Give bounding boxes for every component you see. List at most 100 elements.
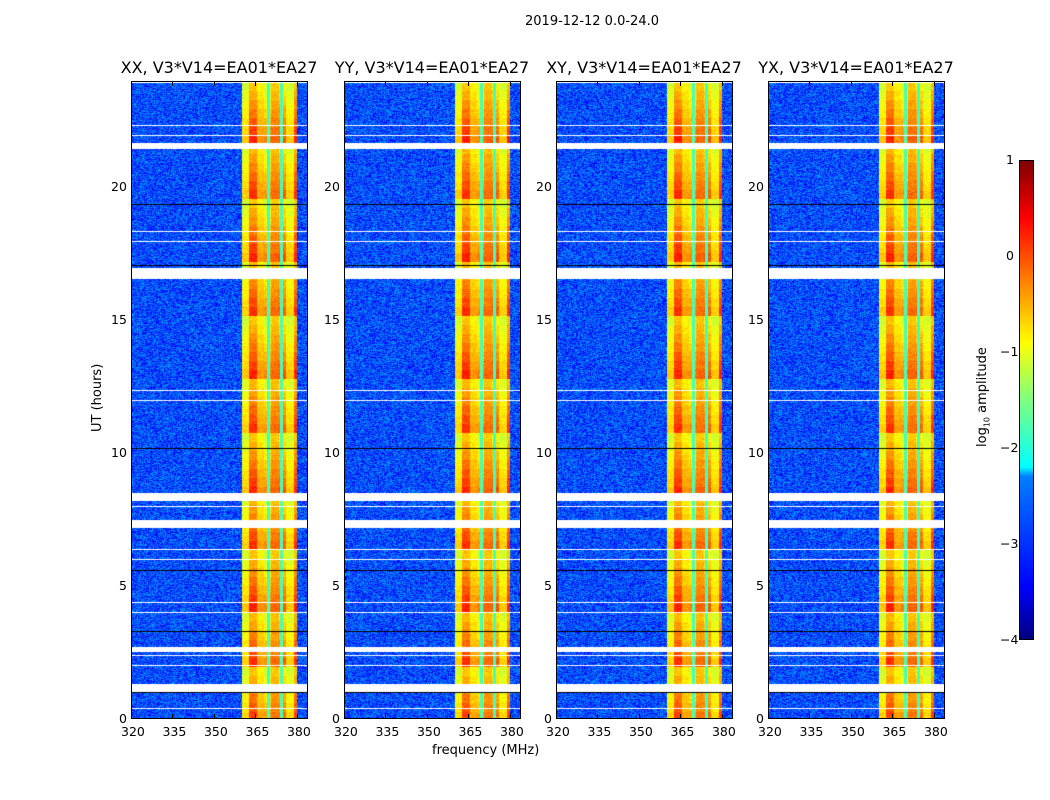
y-tick-label: 10 xyxy=(536,445,552,461)
x-tick-label: 335 xyxy=(799,724,824,739)
x-tick-label: 335 xyxy=(162,724,187,739)
y-tick-label: 20 xyxy=(748,179,764,195)
x-tick xyxy=(426,81,428,86)
y-tick-label: 20 xyxy=(536,179,552,195)
x-tick xyxy=(850,81,852,86)
y-axis-label: UT (hours) xyxy=(90,363,105,432)
x-tick xyxy=(213,714,215,719)
colorbar-label: log10 amplitude xyxy=(975,347,992,447)
y-tick-label: 5 xyxy=(544,578,552,594)
colorbar-tick-label: −2 xyxy=(1000,440,1019,455)
x-tick xyxy=(296,714,298,719)
x-tick-label: 380 xyxy=(923,724,948,739)
x-tick xyxy=(172,81,174,86)
y-tick-label: 15 xyxy=(324,312,340,328)
y-tick-label: 10 xyxy=(748,445,764,461)
y-tick-label: 5 xyxy=(332,578,340,594)
x-tick xyxy=(892,81,894,86)
figure-title: 2019-12-12 0.0-24.0 xyxy=(525,14,659,29)
panel-0 xyxy=(131,81,308,719)
panel-1 xyxy=(344,81,521,719)
x-tick xyxy=(131,81,132,86)
y-tick-label: 20 xyxy=(324,179,340,195)
x-tick-label: 365 xyxy=(458,724,483,739)
heatmap-image xyxy=(557,82,732,718)
x-tick-label: 350 xyxy=(203,724,228,739)
x-tick-label: 365 xyxy=(245,724,270,739)
y-tick-label: 5 xyxy=(119,578,127,594)
x-tick-label: 380 xyxy=(286,724,311,739)
x-tick xyxy=(721,714,723,719)
y-tick-label: 15 xyxy=(536,312,552,328)
x-tick xyxy=(556,714,557,719)
x-tick xyxy=(426,714,428,719)
x-tick xyxy=(768,81,769,86)
y-tick-label: 0 xyxy=(544,711,552,726)
panel-title: YY, V3*V14=EA01*EA27 xyxy=(334,58,530,77)
colorbar xyxy=(1019,160,1034,640)
y-tick-label: 10 xyxy=(111,445,127,461)
x-tick xyxy=(468,81,470,86)
y-tick-label: 0 xyxy=(119,711,127,726)
y-tick-label: 10 xyxy=(324,445,340,461)
x-tick xyxy=(213,81,215,86)
x-tick-label: 320 xyxy=(546,724,570,739)
x-tick-label: 350 xyxy=(840,724,865,739)
colorbar-tick-label: 1 xyxy=(1006,152,1014,167)
x-tick-label: 350 xyxy=(628,724,653,739)
y-tick-label: 0 xyxy=(332,711,340,726)
x-tick xyxy=(768,714,769,719)
x-tick-label: 380 xyxy=(711,724,736,739)
x-tick xyxy=(131,714,132,719)
y-tick-label: 15 xyxy=(111,312,127,328)
x-tick xyxy=(638,714,640,719)
x-tick-label: 365 xyxy=(882,724,907,739)
x-tick xyxy=(255,714,257,719)
y-tick-label: 20 xyxy=(111,179,127,195)
x-tick xyxy=(556,81,557,86)
x-tick-label: 335 xyxy=(375,724,400,739)
x-tick-label: 320 xyxy=(334,724,358,739)
x-tick xyxy=(809,81,811,86)
x-tick xyxy=(680,714,682,719)
panel-2 xyxy=(556,81,733,719)
x-tick xyxy=(933,714,935,719)
y-tick-label: 15 xyxy=(748,312,764,328)
x-tick xyxy=(597,81,599,86)
colorbar-tick-label: −3 xyxy=(1000,536,1019,551)
x-tick xyxy=(809,714,811,719)
x-tick-label: 365 xyxy=(670,724,695,739)
x-tick xyxy=(892,714,894,719)
x-tick xyxy=(172,714,174,719)
x-tick xyxy=(721,81,723,86)
x-tick xyxy=(933,81,935,86)
heatmap-image xyxy=(345,82,520,718)
panel-title: XX, V3*V14=EA01*EA27 xyxy=(120,58,318,77)
x-tick xyxy=(255,81,257,86)
x-tick xyxy=(344,714,345,719)
x-tick xyxy=(296,81,298,86)
x-axis-label: frequency (MHz) xyxy=(432,743,540,758)
x-tick xyxy=(638,81,640,86)
x-tick xyxy=(509,714,511,719)
x-tick xyxy=(468,714,470,719)
x-tick xyxy=(509,81,511,86)
x-tick xyxy=(344,81,345,86)
heatmap-image xyxy=(769,82,944,718)
panel-title: XY, V3*V14=EA01*EA27 xyxy=(546,58,742,77)
x-tick xyxy=(385,714,387,719)
y-tick-label: 5 xyxy=(756,578,764,594)
colorbar-tick-label: 0 xyxy=(1006,248,1014,263)
x-tick xyxy=(680,81,682,86)
x-tick-label: 335 xyxy=(587,724,612,739)
x-tick xyxy=(850,714,852,719)
panel-title: YX, V3*V14=EA01*EA27 xyxy=(758,58,954,77)
x-tick-label: 320 xyxy=(758,724,782,739)
x-tick-label: 350 xyxy=(416,724,441,739)
panel-3 xyxy=(768,81,945,719)
colorbar-tick-label: −1 xyxy=(1000,344,1019,359)
y-tick-label: 0 xyxy=(756,711,764,726)
x-tick-label: 320 xyxy=(121,724,145,739)
x-tick xyxy=(385,81,387,86)
